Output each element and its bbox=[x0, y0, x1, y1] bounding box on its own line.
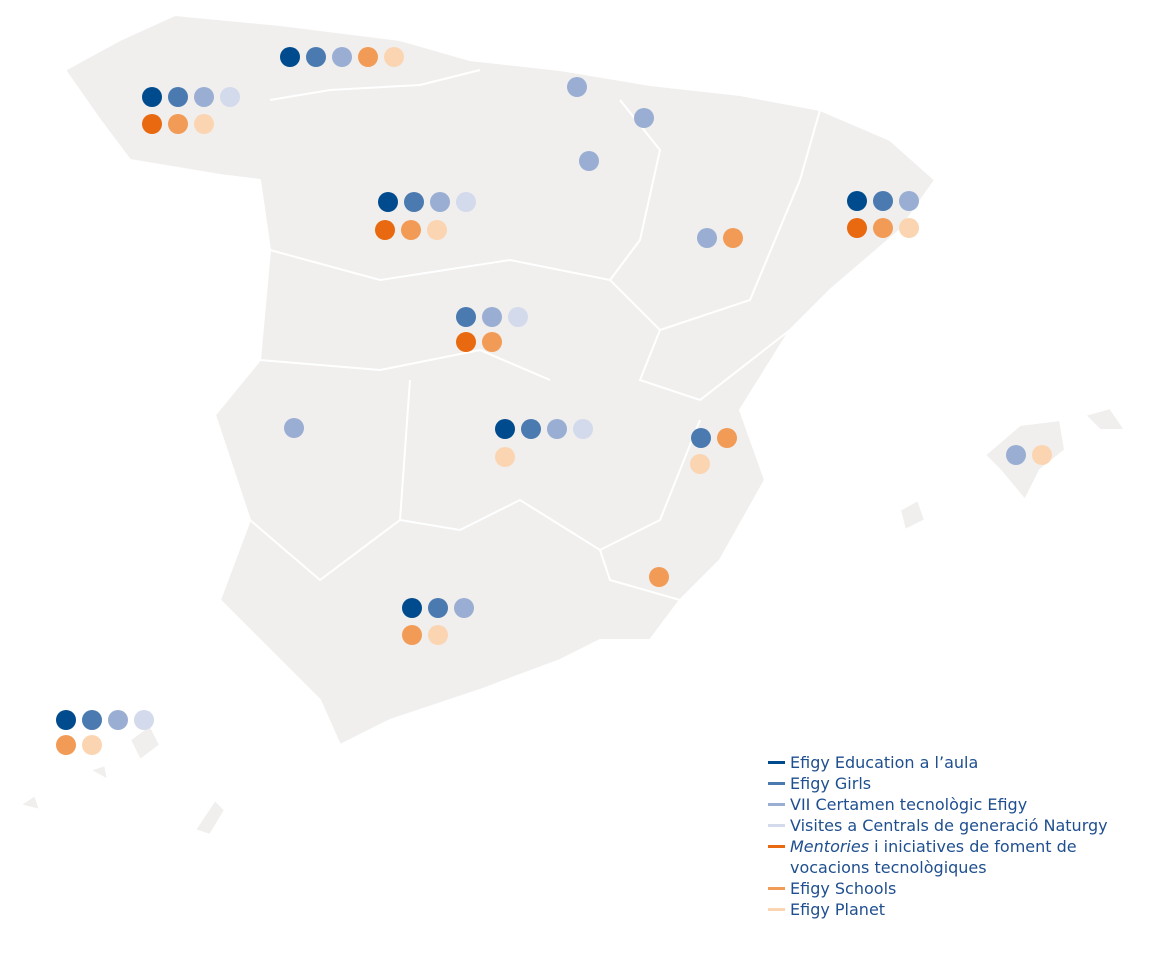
legend-label: Efigy Schools bbox=[790, 879, 897, 898]
program-dot bbox=[168, 87, 188, 107]
program-dot bbox=[723, 228, 743, 248]
program-dot bbox=[690, 454, 710, 474]
program-dot bbox=[456, 332, 476, 352]
legend-swatch bbox=[768, 845, 785, 848]
program-dot bbox=[427, 220, 447, 240]
dots bbox=[56, 47, 1052, 755]
legend-emphasis: Mentories bbox=[790, 837, 870, 856]
canarias-4 bbox=[87, 763, 110, 782]
program-dot bbox=[142, 87, 162, 107]
legend-swatch bbox=[768, 803, 785, 806]
legend-item: Mentories i iniciatives de foment de voc… bbox=[768, 836, 1140, 878]
program-dot bbox=[899, 218, 919, 238]
legend-item: VII Certamen tecnològic Efigy bbox=[768, 794, 1168, 815]
program-dot bbox=[508, 307, 528, 327]
program-dot bbox=[56, 735, 76, 755]
program-dot bbox=[573, 419, 593, 439]
program-dot bbox=[284, 418, 304, 438]
legend-swatch bbox=[768, 908, 785, 911]
program-dot bbox=[847, 218, 867, 238]
legend-label: i iniciatives de foment de vocacions tec… bbox=[790, 837, 1077, 877]
canarias-1 bbox=[193, 798, 227, 837]
program-dot bbox=[454, 598, 474, 618]
program-dot bbox=[847, 191, 867, 211]
canarias-3 bbox=[17, 793, 42, 812]
program-dot bbox=[579, 151, 599, 171]
legend-swatch bbox=[768, 824, 785, 827]
program-dot bbox=[280, 47, 300, 67]
program-dot bbox=[649, 567, 669, 587]
program-dot bbox=[547, 419, 567, 439]
program-dot bbox=[142, 114, 162, 134]
canarias-2 bbox=[128, 723, 162, 762]
legend-label: VII Certamen tecnològic Efigy bbox=[790, 795, 1028, 814]
program-dot bbox=[332, 47, 352, 67]
program-dot bbox=[521, 419, 541, 439]
program-dot bbox=[194, 114, 214, 134]
program-dot bbox=[108, 710, 128, 730]
program-dot bbox=[194, 87, 214, 107]
program-dot bbox=[873, 218, 893, 238]
program-dot bbox=[691, 428, 711, 448]
legend-swatch bbox=[768, 887, 785, 890]
program-dot bbox=[375, 220, 395, 240]
legend-item: Efigy Schools bbox=[768, 878, 1168, 899]
program-dot bbox=[697, 228, 717, 248]
program-dot bbox=[404, 192, 424, 212]
program-dot bbox=[384, 47, 404, 67]
program-dot bbox=[567, 77, 587, 97]
program-dot bbox=[401, 220, 421, 240]
program-dot bbox=[428, 598, 448, 618]
program-dot bbox=[634, 108, 654, 128]
program-dot bbox=[82, 735, 102, 755]
legend-item: Efigy Girls bbox=[768, 773, 1168, 794]
borders bbox=[249, 69, 821, 601]
legend-item: Efigy Education a l’aula bbox=[768, 752, 1168, 773]
legend-label: Efigy Education a l’aula bbox=[790, 753, 979, 772]
legend-item: Efigy Planet bbox=[768, 899, 1168, 920]
legend-label: Visites a Centrals de generació Naturgy bbox=[790, 816, 1108, 835]
mallorca bbox=[983, 418, 1067, 502]
program-dot bbox=[1006, 445, 1026, 465]
program-dot bbox=[134, 710, 154, 730]
legend-item: Visites a Centrals de generació Naturgy bbox=[768, 815, 1168, 836]
legend-label: Efigy Planet bbox=[790, 900, 886, 919]
program-dot bbox=[428, 625, 448, 645]
program-dot bbox=[482, 307, 502, 327]
program-dot bbox=[378, 192, 398, 212]
program-dot bbox=[56, 710, 76, 730]
program-dot bbox=[495, 419, 515, 439]
legend-swatch bbox=[768, 761, 785, 764]
program-dot bbox=[456, 307, 476, 327]
land bbox=[17, 13, 1127, 837]
program-dot bbox=[402, 625, 422, 645]
peninsula bbox=[63, 13, 937, 747]
program-dot bbox=[899, 191, 919, 211]
program-dot bbox=[402, 598, 422, 618]
program-dot bbox=[358, 47, 378, 67]
program-dot bbox=[717, 428, 737, 448]
program-dot bbox=[495, 447, 515, 467]
menorca bbox=[1083, 406, 1127, 431]
program-dot bbox=[220, 87, 240, 107]
legend: Efigy Education a l’aula Efigy Girls VII C… bbox=[768, 752, 1168, 920]
ibiza bbox=[898, 498, 927, 532]
program-dot bbox=[306, 47, 326, 67]
program-dot bbox=[1032, 445, 1052, 465]
program-dot bbox=[168, 114, 188, 134]
program-dot bbox=[82, 710, 102, 730]
legend-label: Efigy Girls bbox=[790, 774, 872, 793]
program-dot bbox=[873, 191, 893, 211]
program-dot bbox=[430, 192, 450, 212]
border bbox=[249, 69, 821, 601]
program-dot bbox=[456, 192, 476, 212]
legend-swatch bbox=[768, 782, 785, 785]
program-dot bbox=[482, 332, 502, 352]
